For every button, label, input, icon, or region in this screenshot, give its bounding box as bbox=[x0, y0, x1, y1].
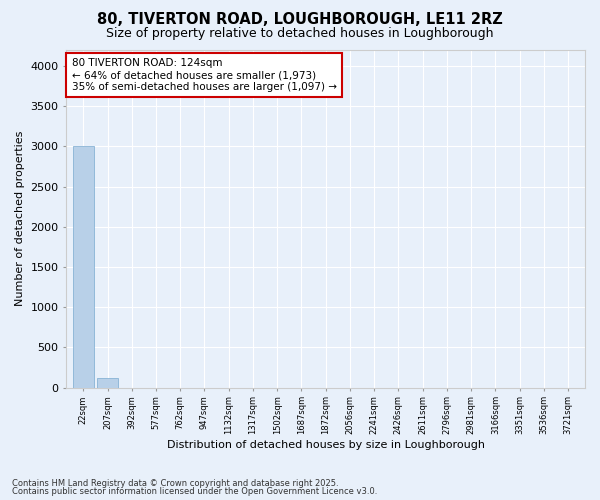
Text: Contains HM Land Registry data © Crown copyright and database right 2025.: Contains HM Land Registry data © Crown c… bbox=[12, 478, 338, 488]
Text: Contains public sector information licensed under the Open Government Licence v3: Contains public sector information licen… bbox=[12, 487, 377, 496]
Y-axis label: Number of detached properties: Number of detached properties bbox=[15, 131, 25, 306]
Bar bbox=[97, 378, 118, 388]
Bar bbox=[73, 146, 94, 388]
X-axis label: Distribution of detached houses by size in Loughborough: Distribution of detached houses by size … bbox=[167, 440, 485, 450]
Text: 80 TIVERTON ROAD: 124sqm
← 64% of detached houses are smaller (1,973)
35% of sem: 80 TIVERTON ROAD: 124sqm ← 64% of detach… bbox=[71, 58, 337, 92]
Text: Size of property relative to detached houses in Loughborough: Size of property relative to detached ho… bbox=[106, 28, 494, 40]
Text: 80, TIVERTON ROAD, LOUGHBOROUGH, LE11 2RZ: 80, TIVERTON ROAD, LOUGHBOROUGH, LE11 2R… bbox=[97, 12, 503, 28]
